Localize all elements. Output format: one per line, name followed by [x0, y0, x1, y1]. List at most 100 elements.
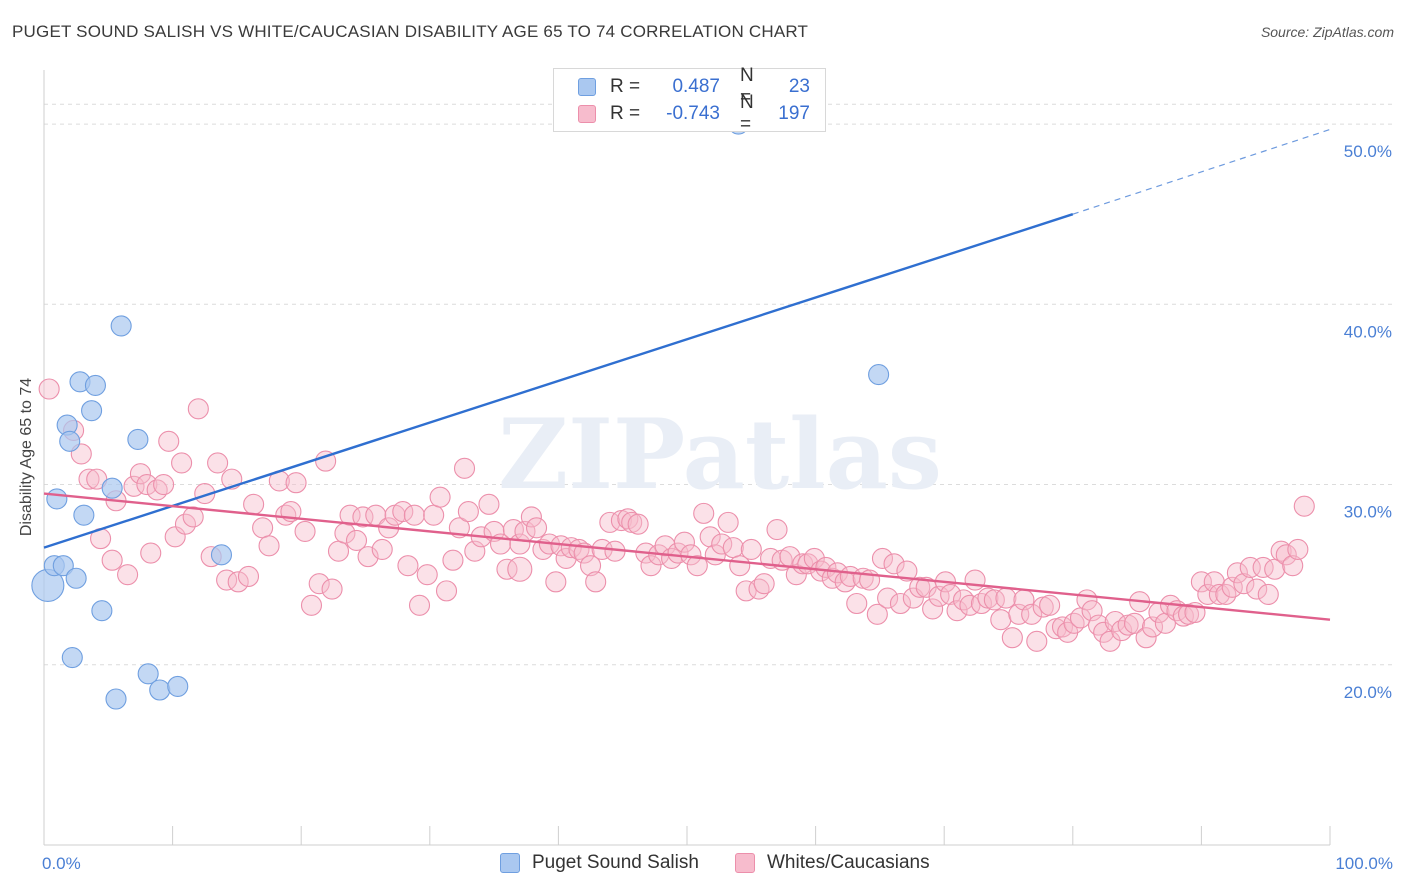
point-salish: [84, 374, 106, 396]
point-white: [164, 526, 186, 548]
chart-title: PUGET SOUND SALISH VS WHITE/CAUCASIAN DI…: [12, 22, 809, 41]
point-white: [285, 472, 307, 494]
point-white: [187, 398, 209, 420]
point-white: [990, 609, 1012, 631]
point-white: [158, 430, 180, 452]
point-white: [252, 517, 274, 539]
point-white: [871, 547, 894, 569]
point-white: [294, 520, 316, 542]
point-white: [909, 576, 931, 598]
watermark: ZIPatlas: [498, 398, 942, 511]
legend-swatch-salish: [500, 853, 520, 873]
point-white: [1026, 630, 1048, 652]
legend-item-salish[interactable]: Puget Sound Salish: [500, 852, 699, 874]
point-white: [140, 542, 162, 564]
legend-item-white[interactable]: Whites/Caucasians: [735, 852, 930, 874]
point-white: [227, 571, 249, 593]
point-white: [78, 468, 100, 490]
point-salish: [105, 688, 127, 710]
point-salish: [137, 663, 159, 685]
point-salish: [91, 600, 113, 622]
correlation-legend: R = 0.487 N = 23 R = -0.743 N = 197: [553, 65, 826, 135]
legend-r-label: R =: [610, 103, 641, 124]
trend-line-salish: [43, 213, 1074, 549]
point-white: [243, 493, 265, 515]
point-white: [1008, 603, 1030, 625]
point-salish: [81, 400, 103, 422]
point-salish: [868, 364, 890, 386]
point-white: [766, 519, 788, 541]
point-salish: [61, 647, 83, 669]
legend-r-value: -0.743: [666, 103, 720, 124]
point-white: [1246, 578, 1268, 600]
point-white: [940, 583, 962, 606]
legend-n-value: 197: [778, 103, 810, 124]
point-white: [207, 452, 229, 474]
point-salish: [210, 544, 233, 566]
point-white: [579, 555, 602, 577]
y-tick-label: 40.0%: [1344, 322, 1392, 341]
point-white: [371, 538, 393, 560]
y-tick-label: 50.0%: [1344, 142, 1392, 161]
point-white: [717, 511, 739, 533]
x-tick-label-min: 0.0%: [42, 854, 81, 873]
legend-swatch-white: [735, 853, 755, 873]
legend-row-white: R = -0.743 N = 197: [578, 92, 810, 135]
point-white: [1221, 576, 1243, 598]
point-white: [408, 594, 431, 616]
legend-swatch-white: [578, 105, 596, 123]
point-white: [429, 486, 451, 508]
point-white: [883, 553, 905, 575]
point-white: [171, 452, 193, 474]
legend-n-label: N =: [740, 65, 754, 108]
point-salish: [52, 555, 74, 577]
point-white: [1021, 603, 1043, 625]
point-white: [308, 573, 330, 595]
point-white: [686, 555, 708, 577]
point-white: [964, 569, 986, 591]
point-white: [740, 538, 762, 560]
point-white: [345, 529, 368, 551]
point-white: [136, 473, 158, 496]
legend-swatch-salish: [578, 78, 596, 96]
point-white: [315, 450, 337, 472]
point-white: [435, 580, 458, 602]
point-white: [321, 578, 343, 600]
point-salish: [127, 428, 149, 451]
point-white: [1293, 495, 1315, 517]
point-white: [403, 504, 425, 526]
point-white: [1123, 612, 1146, 634]
point-white: [673, 531, 695, 553]
point-white: [1099, 630, 1121, 652]
point-white: [1233, 573, 1255, 595]
point-white: [1275, 544, 1297, 566]
point-white: [129, 463, 151, 485]
point-white: [525, 517, 548, 539]
legend-n-label: N =: [740, 92, 754, 135]
series-legend: Puget Sound Salish Whites/Caucasians: [0, 852, 1406, 878]
legend-r-label: R =: [610, 76, 641, 97]
legend-label-salish: Puget Sound Salish: [532, 852, 699, 873]
point-white: [753, 573, 775, 595]
legend-n-value: 23: [788, 76, 810, 97]
point-white: [846, 592, 868, 615]
point-white: [1257, 583, 1279, 606]
point-white: [1190, 571, 1212, 593]
point-salish: [110, 315, 132, 337]
point-white: [693, 502, 715, 524]
point-white: [946, 600, 968, 622]
point-white: [889, 592, 912, 615]
point-white: [1239, 556, 1261, 578]
point-white: [174, 513, 197, 535]
point-white: [457, 501, 479, 523]
point-white: [1287, 538, 1309, 560]
point-white: [101, 549, 123, 571]
point-white: [640, 555, 662, 577]
legend-row-salish: R = 0.487 N = 23: [578, 65, 810, 108]
axes: 20.0% 30.0% 40.0% 50.0% 0.0% 100.0% Disability…: [18, 70, 1393, 873]
point-white: [711, 533, 733, 555]
point-white: [423, 504, 445, 526]
point-white: [1039, 594, 1061, 616]
point-white: [258, 535, 280, 557]
point-white: [237, 565, 260, 588]
